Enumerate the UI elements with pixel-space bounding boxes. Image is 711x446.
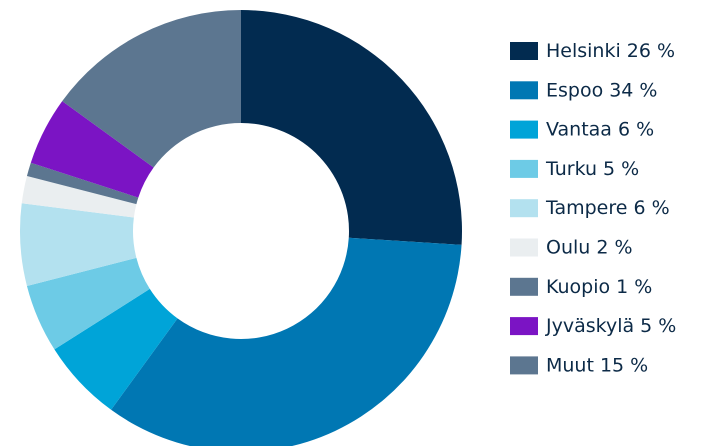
- legend-category: Helsinki: [546, 40, 621, 62]
- legend-category: Kuopio: [546, 275, 610, 297]
- legend-value: 6 %: [633, 197, 669, 219]
- donut-segment: [26, 257, 150, 350]
- legend-label: Vantaa 6 %: [546, 118, 654, 140]
- legend-label: Tampere 6 %: [545, 197, 670, 219]
- donut-segment: [21, 176, 137, 218]
- legend-swatch: [510, 199, 538, 218]
- legend-category: Muut: [546, 354, 594, 376]
- legend-swatch: [510, 317, 538, 336]
- legend-label: Jyväskylä 5 %: [545, 315, 676, 337]
- donut-segment: [241, 10, 462, 245]
- legend-category: Vantaa: [546, 118, 612, 140]
- legend-category: Turku: [545, 157, 597, 179]
- legend-value: 2 %: [596, 236, 632, 258]
- legend-value: 1 %: [616, 275, 652, 297]
- legend-value: 5 %: [603, 157, 639, 179]
- legend-label: Helsinki 26 %: [546, 40, 675, 62]
- donut-segment: [62, 10, 241, 168]
- legend-swatch: [510, 277, 538, 296]
- donut-segment: [20, 203, 137, 286]
- legend-value: 5 %: [640, 315, 676, 337]
- donut-segment: [111, 237, 462, 446]
- legend-category: Tampere: [545, 197, 627, 219]
- legend-label: Muut 15 %: [546, 354, 648, 376]
- legend-value: 34 %: [609, 79, 657, 101]
- donut-segment: [30, 101, 154, 198]
- legend-label: Turku 5 %: [545, 157, 639, 179]
- legend-swatch: [510, 81, 538, 100]
- legend-category: Espoo: [546, 79, 603, 101]
- donut-segment: [54, 288, 178, 410]
- legend-swatch: [510, 356, 538, 375]
- legend-value: 6 %: [618, 118, 654, 140]
- legend-category: Oulu: [546, 236, 590, 258]
- legend-label: Espoo 34 %: [546, 79, 658, 101]
- legend-label: Oulu 2 %: [546, 236, 633, 258]
- legend-value: 26 %: [627, 40, 675, 62]
- donut-segment: [26, 162, 139, 205]
- legend-swatch: [510, 159, 538, 178]
- legend-swatch: [510, 42, 538, 60]
- legend-swatch: [510, 238, 538, 257]
- legend-swatch: [510, 120, 538, 139]
- legend-label: Kuopio 1 %: [546, 275, 652, 297]
- legend-value: 15 %: [600, 354, 648, 376]
- legend-category: Jyväskylä: [545, 315, 634, 337]
